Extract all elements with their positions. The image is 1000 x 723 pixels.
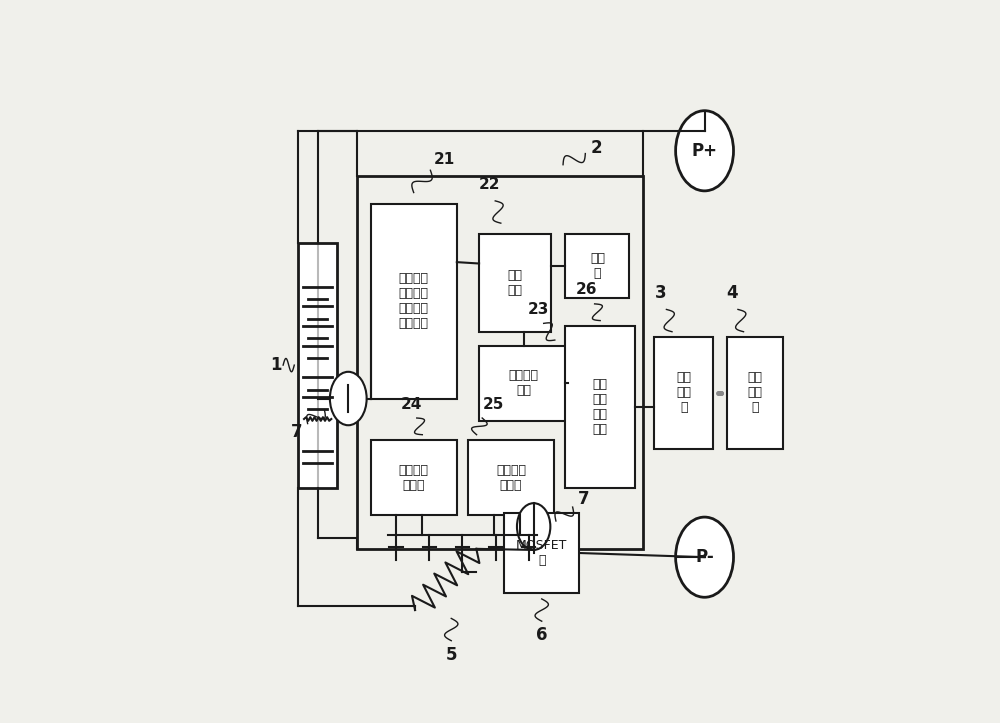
Text: 无线
发射
端: 无线 发射 端 — [676, 372, 691, 414]
FancyBboxPatch shape — [371, 440, 457, 515]
FancyBboxPatch shape — [565, 326, 635, 487]
Text: P-: P- — [695, 548, 714, 566]
Text: 无线
接收
端: 无线 接收 端 — [747, 372, 762, 414]
Text: P+: P+ — [692, 142, 718, 160]
FancyBboxPatch shape — [504, 513, 579, 594]
FancyBboxPatch shape — [727, 337, 783, 448]
Ellipse shape — [676, 517, 734, 597]
Text: 23: 23 — [527, 302, 549, 317]
Text: 温度模数
转换器: 温度模数 转换器 — [496, 464, 526, 492]
Text: 7: 7 — [578, 489, 590, 508]
FancyBboxPatch shape — [565, 234, 629, 299]
Text: 智能
电池
通讯
端口: 智能 电池 通讯 端口 — [593, 378, 608, 436]
Text: 电压检测
模数转换
器和电压
平衡电路: 电压检测 模数转换 器和电压 平衡电路 — [399, 272, 429, 330]
Text: 25: 25 — [483, 397, 504, 411]
FancyBboxPatch shape — [298, 243, 337, 487]
Ellipse shape — [330, 372, 367, 425]
Text: 2: 2 — [591, 139, 602, 157]
Text: 数据存储
模块: 数据存储 模块 — [509, 369, 539, 397]
FancyBboxPatch shape — [654, 337, 713, 448]
Text: 7: 7 — [291, 423, 302, 441]
Text: 4: 4 — [727, 283, 738, 301]
Text: 1: 1 — [270, 356, 282, 374]
FancyBboxPatch shape — [468, 440, 554, 515]
Text: 定时
器: 定时 器 — [590, 252, 605, 281]
Text: 6: 6 — [536, 626, 547, 644]
Text: 3: 3 — [655, 283, 667, 301]
Text: 5: 5 — [446, 646, 457, 664]
Text: 电流模数
转换器: 电流模数 转换器 — [399, 464, 429, 492]
Text: 22: 22 — [479, 176, 500, 192]
Text: 控制
模块: 控制 模块 — [508, 269, 523, 297]
Ellipse shape — [517, 503, 550, 550]
FancyBboxPatch shape — [479, 346, 568, 421]
Text: 24: 24 — [400, 397, 422, 411]
Text: MOSFET
管: MOSFET 管 — [516, 539, 567, 567]
Text: 21: 21 — [434, 152, 455, 166]
Text: 26: 26 — [576, 283, 597, 297]
Ellipse shape — [676, 111, 734, 191]
FancyBboxPatch shape — [371, 204, 457, 398]
FancyBboxPatch shape — [479, 234, 551, 332]
